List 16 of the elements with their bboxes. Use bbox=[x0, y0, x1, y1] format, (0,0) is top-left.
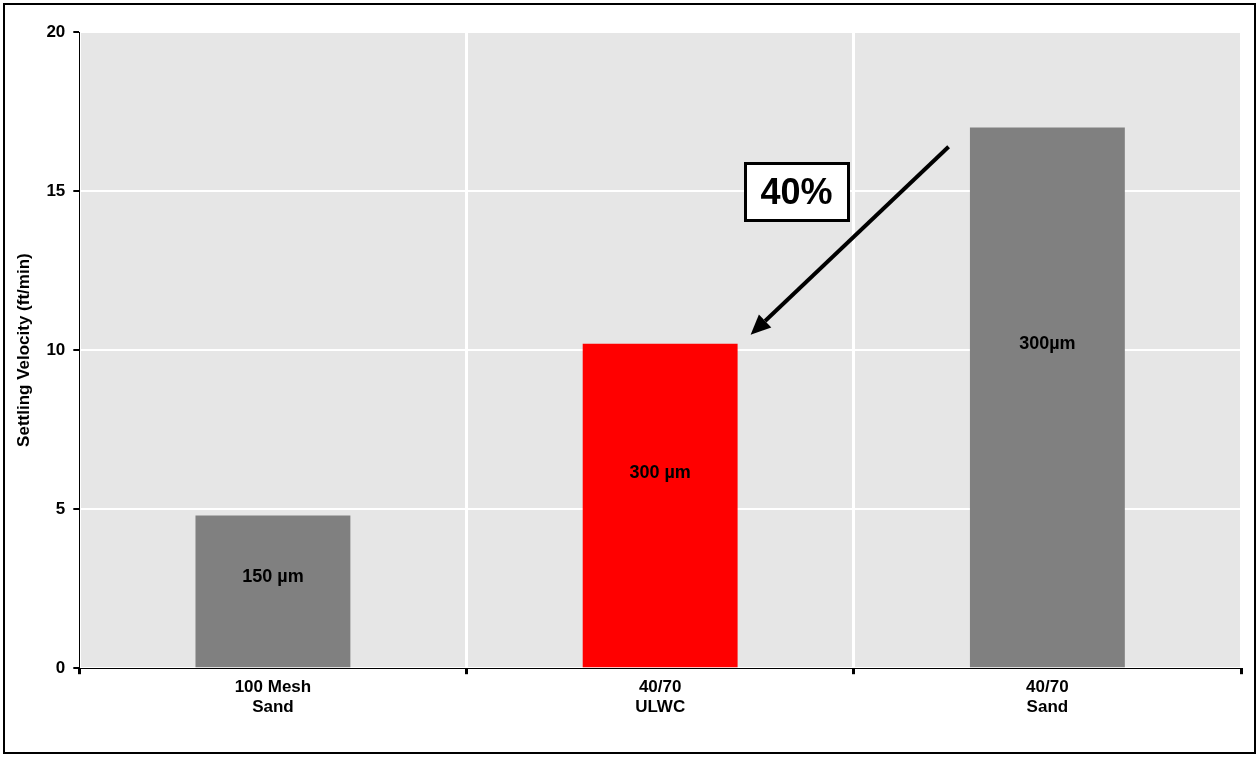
x-tick-label: 40/70 Sand bbox=[1026, 677, 1069, 717]
y-tick-label: 10 bbox=[46, 339, 66, 359]
y-axis-title: Settling Velocity (ft/min) bbox=[13, 253, 33, 447]
y-tick-label: 15 bbox=[46, 180, 66, 200]
annotation: 150 µm bbox=[242, 565, 304, 586]
bar bbox=[195, 515, 351, 668]
annotation: 40% bbox=[743, 161, 850, 222]
annotation: 300µm bbox=[1019, 332, 1076, 353]
bar bbox=[969, 127, 1125, 668]
x-tick-label: 40/70 ULWC bbox=[635, 677, 686, 717]
y-tick-label: 20 bbox=[46, 21, 66, 41]
bar bbox=[582, 343, 738, 668]
y-tick-label: 0 bbox=[55, 657, 66, 677]
x-tick-label: 100 Mesh Sand bbox=[234, 677, 312, 717]
annotation: 300 µm bbox=[629, 462, 691, 483]
y-tick-label: 5 bbox=[55, 498, 66, 518]
